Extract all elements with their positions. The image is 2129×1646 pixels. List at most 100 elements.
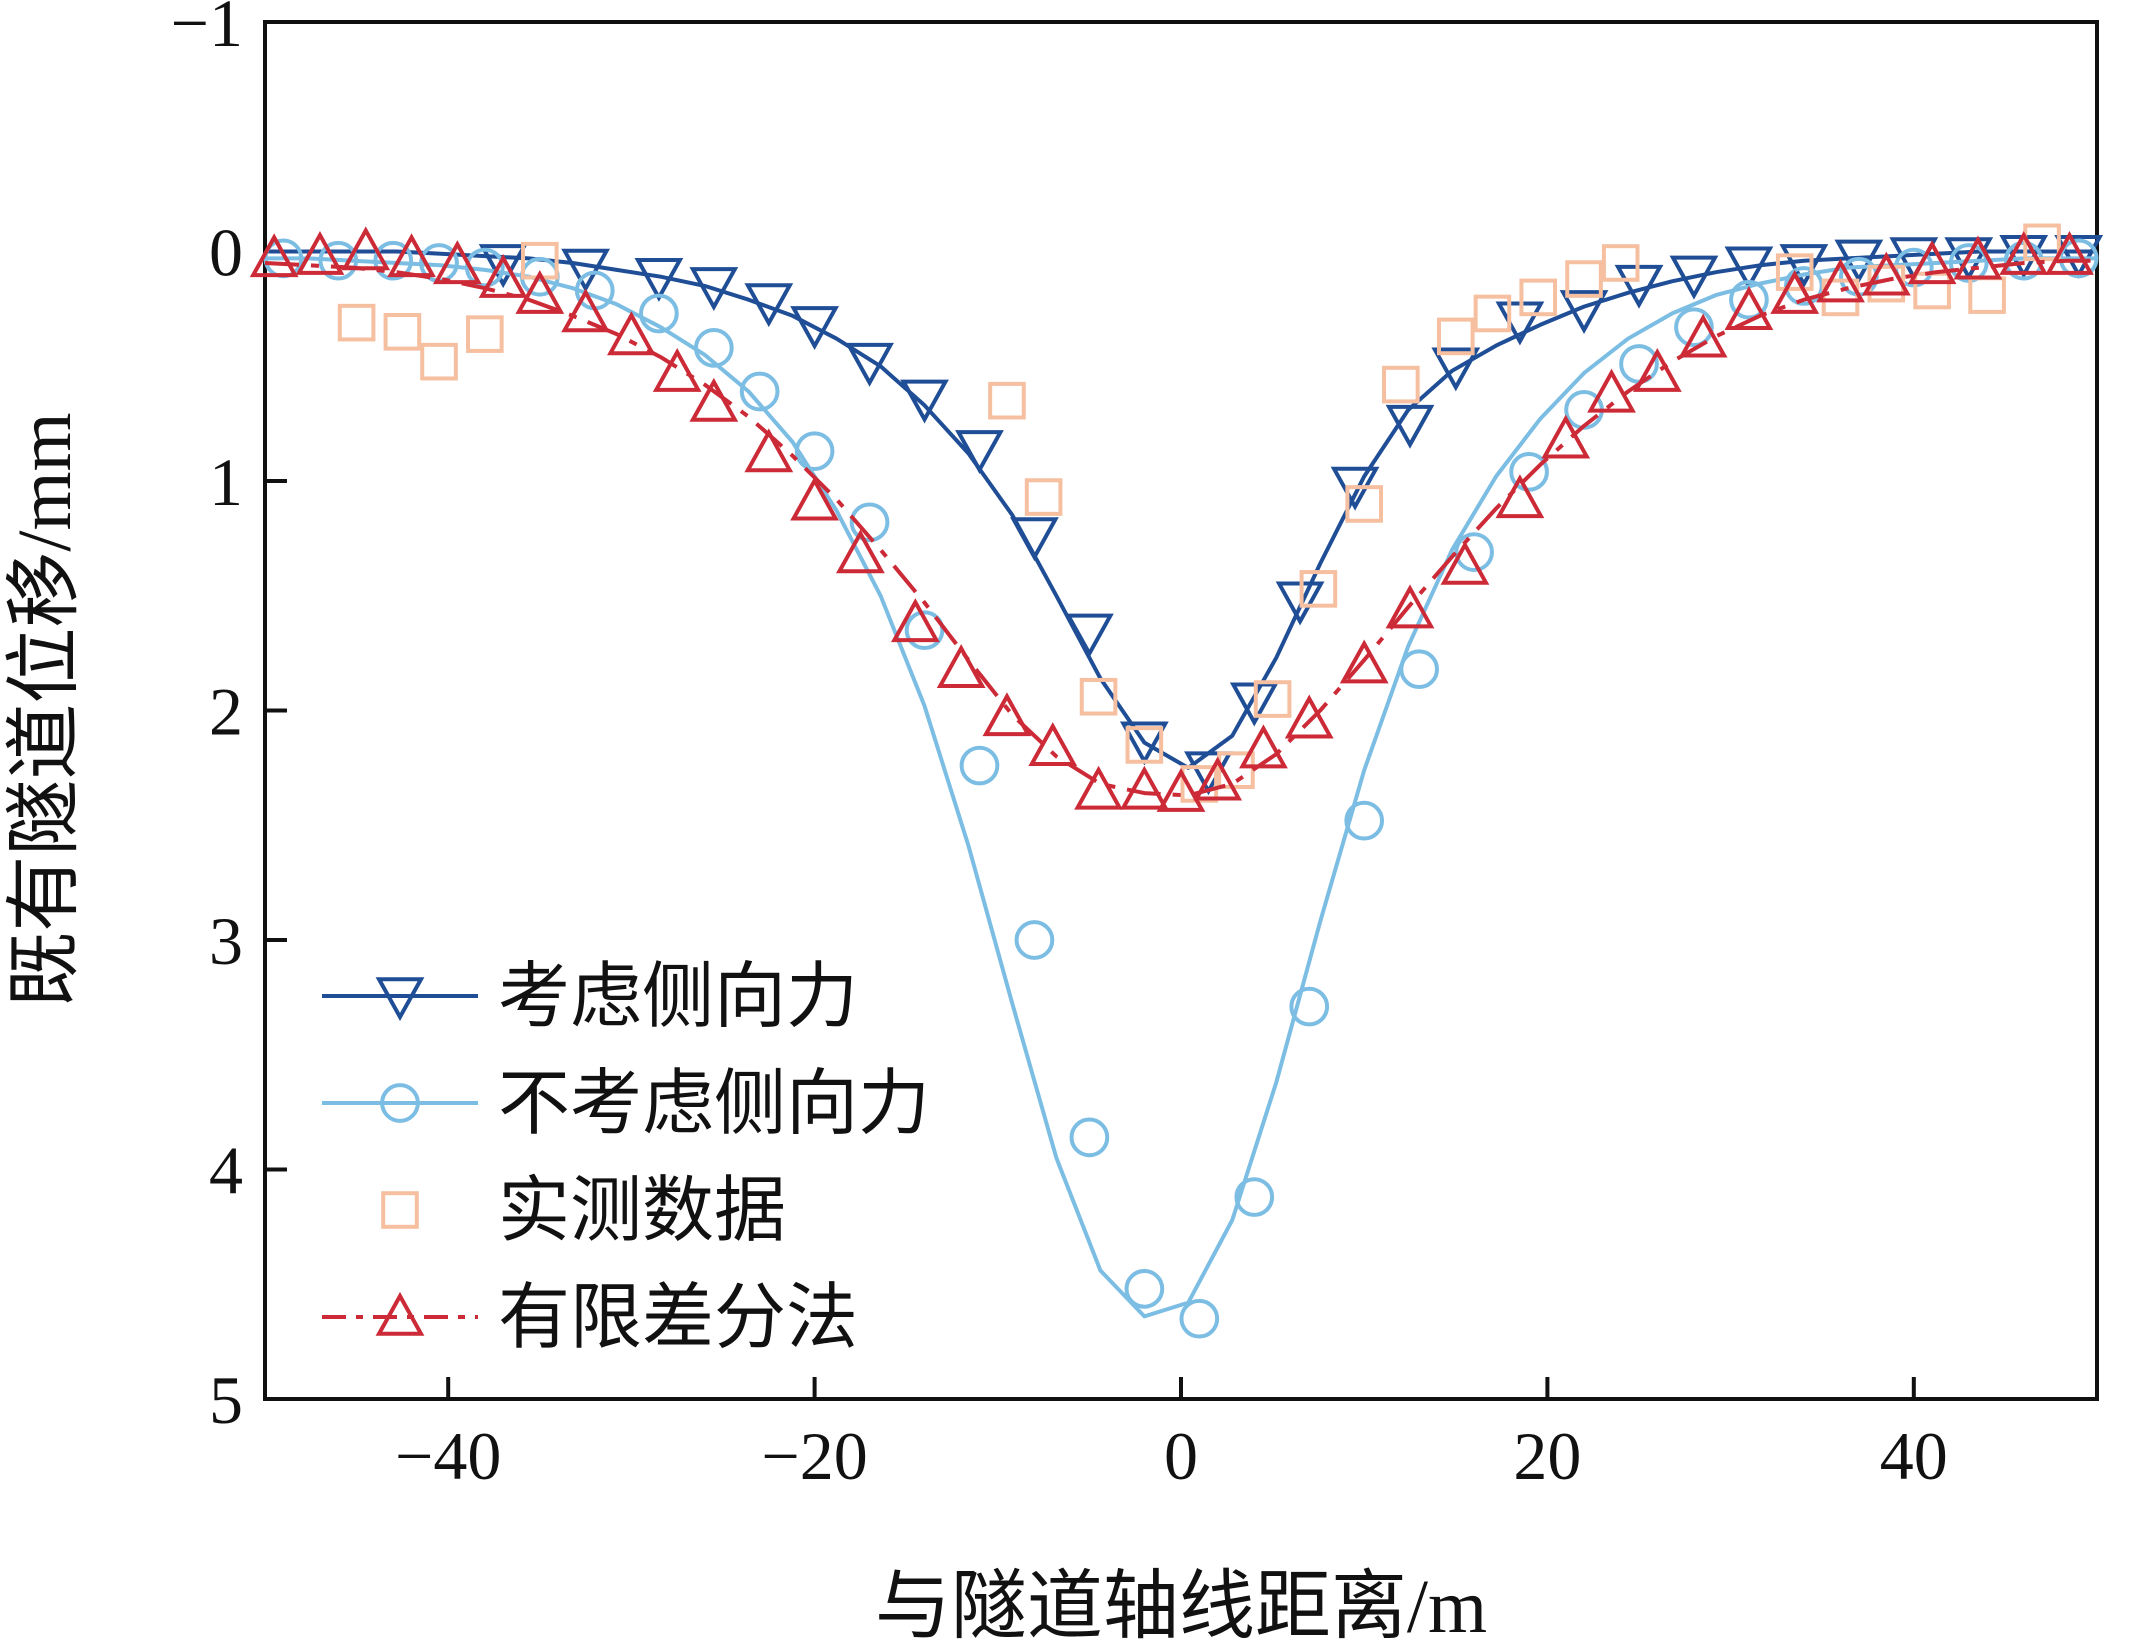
marker-square (1180, 765, 1219, 803)
x-tick-label: 40 (1880, 1418, 1948, 1494)
marker-circle (904, 610, 945, 651)
marker-square (2023, 223, 2061, 262)
marker-triangle-up (1119, 765, 1169, 810)
marker-triangle-down (2054, 234, 2104, 279)
y-tick-label: 3 (209, 903, 243, 979)
marker-square (1601, 244, 1640, 282)
marker-triangle-down (1669, 255, 1719, 300)
marker-triangle-up (836, 529, 885, 574)
marker-square (466, 315, 504, 353)
series-layer (249, 223, 2104, 1339)
marker-triangle-down (1385, 404, 1435, 449)
marker-square (337, 303, 376, 342)
y-tick-label: −1 (171, 0, 243, 61)
marker-triangle-up (1632, 348, 1682, 392)
marker-triangle-up (432, 240, 482, 285)
marker-triangle-up (375, 1291, 425, 1336)
marker-circle (1014, 920, 1055, 960)
marker-triangle-down (744, 283, 794, 328)
marker-triangle-up (1156, 768, 1206, 812)
marker-triangle-up (1440, 540, 1490, 585)
marker-triangle-up (1587, 368, 1636, 413)
marker-circle (959, 745, 1000, 786)
marker-square (1968, 276, 2006, 314)
legend-item: 有限差分法 (322, 1278, 858, 1358)
legend-label: 考虑侧向力 (498, 957, 858, 1037)
marker-triangle-up (2045, 230, 2094, 275)
marker-triangle-up (689, 377, 739, 422)
x-tick-label: 0 (1164, 1418, 1198, 1494)
legend-label: 实测数据 (498, 1171, 786, 1251)
marker-circle (693, 328, 734, 368)
marker-circle (464, 247, 505, 288)
marker-triangle-up (1193, 756, 1243, 801)
marker-square (1299, 570, 1338, 608)
marker-triangle-down (790, 306, 839, 351)
marker-triangle-down (900, 379, 949, 424)
marker-triangle-up (1541, 414, 1591, 459)
marker-triangle-up (387, 233, 436, 278)
marker-triangle-up (295, 230, 345, 275)
y-tick-label: 4 (209, 1133, 243, 1209)
marker-triangle-up (1284, 694, 1334, 739)
y-axis-label: 既有隧道位移/mm (3, 412, 87, 1007)
marker-triangle-down (845, 342, 894, 387)
marker-square (988, 381, 1026, 420)
marker-square (1473, 294, 1512, 333)
marker-circle (1179, 1298, 1220, 1339)
marker-square (1217, 751, 1255, 789)
marker-circle (1289, 986, 1330, 1027)
series-line (264, 258, 2097, 798)
marker-triangle-up (982, 692, 1032, 737)
series-line (265, 249, 2097, 770)
legend-label: 有限差分法 (498, 1278, 858, 1358)
marker-square (1565, 260, 1603, 298)
marker-circle (1729, 279, 1769, 320)
marker-square (1079, 677, 1118, 716)
marker-triangle-up (1495, 474, 1545, 519)
marker-triangle-up (478, 253, 528, 298)
axis-ticks: −40 −20 0 20 40 −1 0 1 2 3 4 5 (171, 0, 1948, 1494)
marker-triangle-up (1028, 722, 1078, 767)
marker-triangle-up (790, 476, 839, 521)
marker-circle (1454, 532, 1494, 572)
marker-square (1345, 485, 1384, 523)
marker-triangle-up (1339, 639, 1389, 684)
x-tick-label: −40 (395, 1418, 501, 1494)
marker-circle (1124, 1268, 1165, 1309)
marker-triangle-up (1770, 269, 1820, 314)
marker-circle (739, 371, 780, 412)
legend-label: 不考虑侧向力 (498, 1064, 930, 1144)
marker-triangle-up (652, 348, 702, 392)
marker-square (1437, 317, 1475, 356)
marker-circle (794, 431, 835, 472)
y-tick-label: 1 (209, 444, 243, 520)
marker-triangle-down (634, 257, 684, 302)
marker-triangle-up (515, 269, 565, 314)
marker-square (1821, 278, 1860, 317)
marker-triangle-down (1010, 517, 1059, 562)
y-tick-label: 5 (209, 1362, 243, 1438)
marker-circle (373, 240, 414, 281)
marker-triangle-up (1999, 230, 2049, 275)
marker-circle (639, 293, 679, 334)
marker-circle (1399, 649, 1440, 690)
legend-item: 不考虑侧向力 (322, 1064, 930, 1144)
marker-triangle-up (1074, 765, 1123, 810)
marker-circle (1344, 800, 1385, 841)
legend-item: 实测数据 (381, 1171, 786, 1251)
marker-triangle-down (561, 248, 610, 293)
marker-triangle-down (1119, 721, 1169, 766)
marker-square (1519, 278, 1558, 317)
marker-square (1125, 726, 1164, 764)
marker-triangle-up (744, 428, 794, 473)
marker-triangle-up (249, 233, 299, 278)
marker-triangle-up (936, 644, 986, 688)
marker-triangle-up (1953, 235, 2003, 280)
marker-triangle-up (1678, 313, 1728, 358)
marker-triangle-down (1724, 246, 1774, 291)
marker-triangle-up (1816, 258, 1865, 303)
marker-triangle-down (689, 267, 739, 312)
